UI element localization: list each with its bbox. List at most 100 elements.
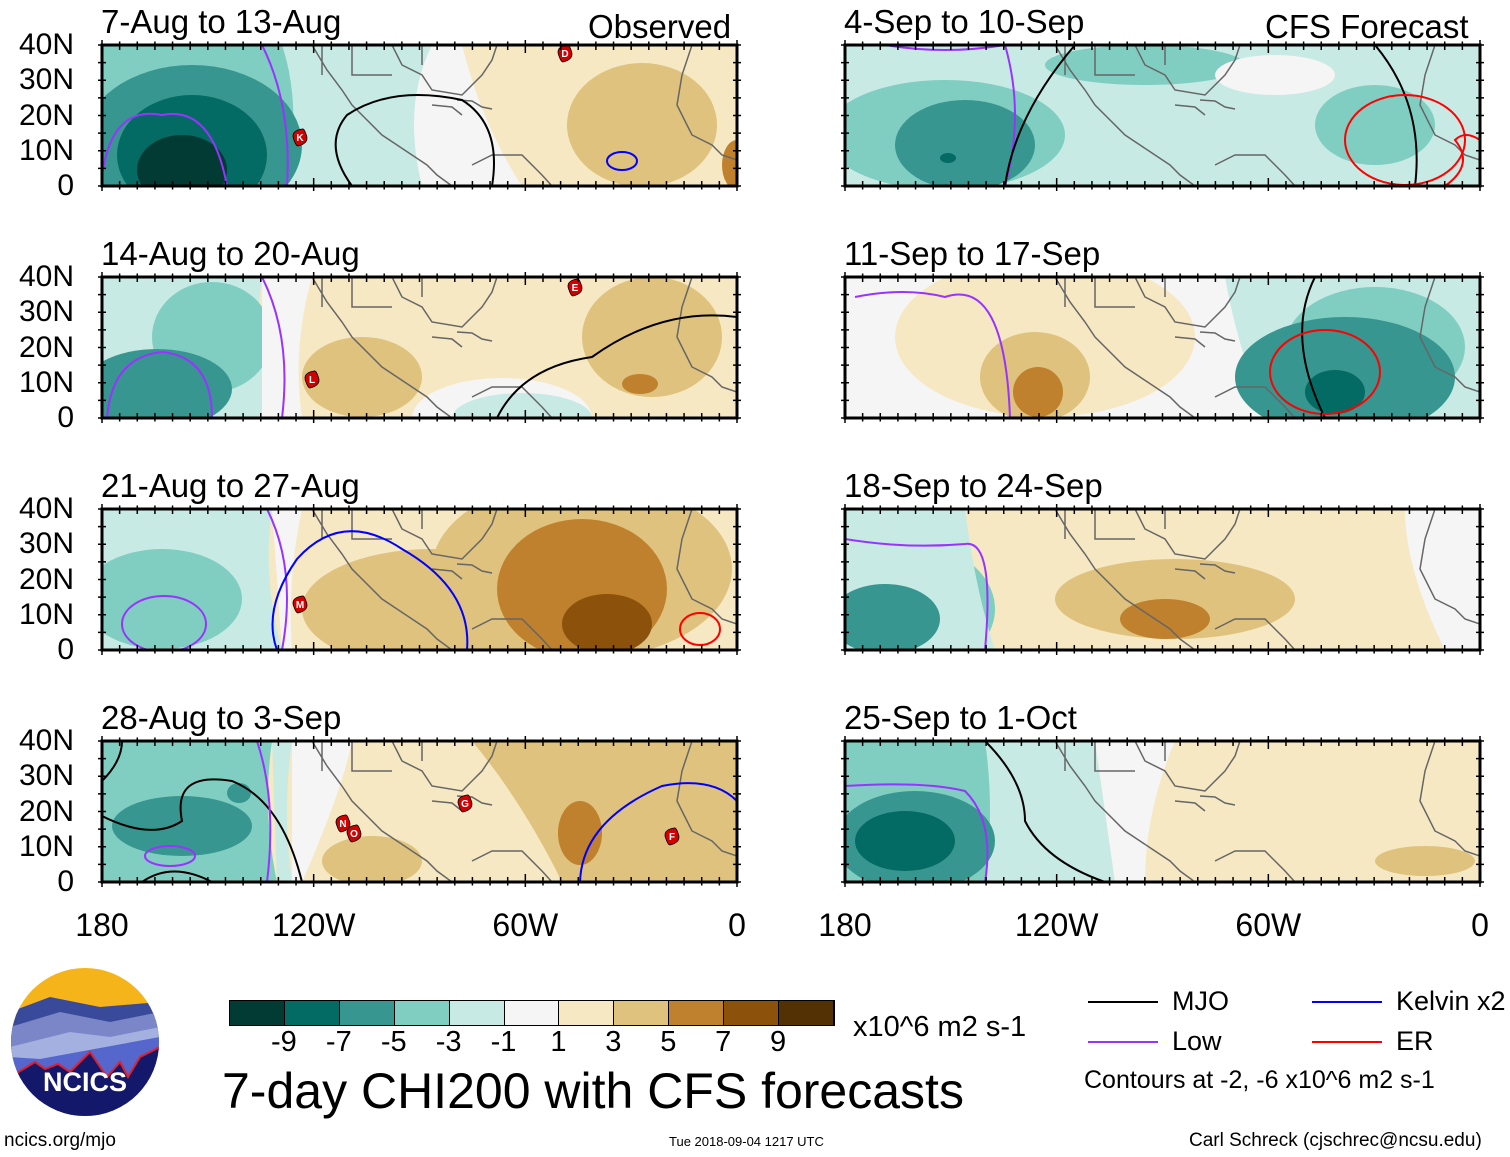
storm-letter: D	[561, 49, 568, 60]
map-panel: DK	[98, 40, 741, 191]
lat-label: 30N	[18, 63, 74, 97]
colorbar-swatch	[724, 1001, 780, 1025]
colorbar-swatch	[449, 1001, 505, 1025]
storm-letter: O	[350, 829, 358, 840]
colorbar-swatch	[559, 1001, 615, 1025]
colorbar-swatch	[669, 1001, 725, 1025]
contour-line	[261, 277, 286, 418]
contour-line	[334, 94, 495, 186]
colorbar-swatch	[614, 1001, 670, 1025]
lat-label: 30N	[18, 759, 74, 793]
lat-label: 10N	[18, 365, 74, 399]
map-panel	[841, 272, 1484, 423]
legend-line	[1312, 1041, 1382, 1043]
colorbar-swatch	[394, 1001, 450, 1025]
shaded-region	[845, 584, 940, 650]
colorbar	[229, 1000, 835, 1026]
shaded-region	[622, 374, 658, 394]
lat-label: 20N	[18, 794, 74, 828]
colorbar-tick: -9	[271, 1026, 297, 1058]
contour-line	[261, 45, 289, 186]
observed-label: Observed	[588, 8, 732, 45]
site-url[interactable]: ncics.org/mjo	[4, 1130, 116, 1151]
colorbar-tick: 1	[550, 1026, 567, 1058]
shaded-region	[452, 393, 592, 418]
storm-marker: N	[335, 814, 351, 833]
panel-title: 21-Aug to 27-Aug	[101, 467, 360, 504]
colorbar-tick: 3	[605, 1026, 622, 1058]
shaded-region	[302, 337, 422, 417]
contour-line	[1374, 45, 1418, 186]
lat-label: 40N	[18, 492, 74, 525]
coastline	[311, 45, 737, 186]
colorbar-tick: 9	[770, 1026, 787, 1058]
contour-line	[121, 595, 207, 650]
lon-label: 0	[1471, 907, 1489, 943]
storm-letter: N	[339, 819, 346, 830]
contour-line	[496, 314, 737, 418]
colorbar-swatch	[779, 1001, 834, 1025]
legend-line	[1312, 1001, 1382, 1003]
contour-line	[266, 509, 288, 650]
colorbar-swatch	[284, 1001, 340, 1025]
colorbar-tick: -3	[435, 1026, 462, 1058]
legend-label: Kelvin x2	[1396, 986, 1506, 1016]
shaded-region	[472, 741, 737, 882]
lon-label: 120W	[271, 907, 356, 943]
colorbar-swatch	[339, 1001, 395, 1025]
map-panel: G NO F	[98, 736, 741, 887]
panel-title: 14-Aug to 20-Aug	[101, 235, 360, 272]
contour-line	[579, 782, 737, 882]
shaded-region	[1095, 741, 1175, 882]
figure-title: 7-day CHI200 with CFS forecasts	[222, 1063, 964, 1119]
lon-label: 0	[728, 907, 746, 943]
contour-line	[845, 783, 989, 882]
coastline	[1054, 45, 1480, 186]
coastline	[311, 509, 737, 650]
panel-title: 11-Sep to 17-Sep	[844, 235, 1101, 272]
contour-line	[141, 870, 213, 882]
storm-marker: O	[346, 824, 362, 843]
lon-label: 180	[818, 907, 872, 943]
shaded-region	[582, 277, 722, 397]
map-panel	[841, 504, 1484, 655]
lat-label: 0	[57, 865, 74, 898]
shaded-region	[567, 63, 717, 186]
colorbar-tick: 7	[715, 1026, 732, 1058]
storm-marker: F	[664, 827, 680, 846]
storm-marker: D	[557, 45, 573, 63]
lat-label: 10N	[18, 133, 74, 167]
lat-label: 20N	[18, 330, 74, 364]
forecast-label: CFS Forecast	[1265, 8, 1469, 45]
shaded-region	[272, 741, 292, 882]
colorbar-units: x10^6 m2 s-1	[853, 1011, 1027, 1043]
shaded-region	[558, 801, 602, 865]
contour-line	[606, 151, 638, 171]
coastline	[311, 277, 737, 418]
colorbar-tick: 5	[660, 1026, 677, 1058]
shaded-region	[1375, 846, 1475, 876]
shaded-region	[895, 100, 1035, 186]
panel-title: 25-Sep to 1-Oct	[844, 699, 1077, 736]
shaded-region	[562, 594, 652, 650]
logo-text: NCICS	[43, 1067, 127, 1097]
coastline	[311, 741, 737, 882]
coastline	[1054, 741, 1480, 882]
legend-label: MJO	[1172, 986, 1229, 1016]
contour-line	[984, 741, 1106, 882]
lat-label: 0	[57, 401, 74, 434]
coastline	[1054, 509, 1480, 650]
contour-line	[1269, 329, 1381, 415]
lat-label: 10N	[18, 829, 74, 863]
contour-line	[271, 530, 469, 650]
legend-label: ER	[1396, 1026, 1434, 1056]
lat-label: 10N	[18, 597, 74, 631]
timestamp: Tue 2018-09-04 1217 UTC	[669, 1134, 824, 1149]
contour-line	[102, 112, 228, 186]
storm-letter: L	[309, 375, 315, 386]
shaded-region	[855, 811, 955, 871]
shaded-region	[137, 135, 227, 186]
lat-label: 30N	[18, 295, 74, 329]
shaded-region	[292, 741, 352, 882]
